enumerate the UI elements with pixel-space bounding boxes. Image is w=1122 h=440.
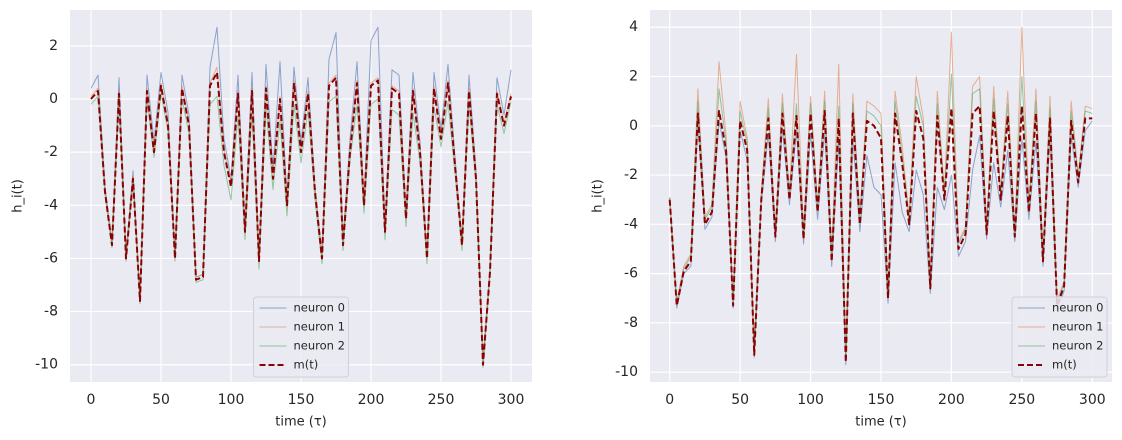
- legend-label: neuron 2: [1052, 339, 1103, 353]
- y-tick-label: -8: [624, 315, 638, 331]
- series-line: [90, 71, 512, 366]
- x-tick-label: 200: [938, 392, 965, 408]
- x-axis-label: time (τ): [275, 415, 326, 430]
- subplot: -10 -8 -6 -4 -2 0 2 4 0 50 100 150 200 250 300 time (τ)…: [591, 10, 1112, 430]
- x-tick-label: 100: [218, 392, 245, 408]
- x-tick-label: 50: [152, 392, 170, 408]
- x-tick-label: 150: [868, 392, 895, 408]
- y-tick-label: -2: [624, 167, 638, 183]
- legend-box: [1011, 296, 1108, 378]
- legend-label: neuron 0: [1052, 301, 1103, 315]
- y-tick-label: -4: [44, 197, 58, 213]
- x-axis-label: time (τ): [855, 415, 906, 430]
- x-tick-label: 0: [665, 392, 674, 408]
- y-tick-label: -2: [44, 144, 58, 160]
- legend: neuron 0 neuron 1 neuron 2 m(t): [253, 296, 349, 378]
- x-tick-label: 100: [797, 392, 824, 408]
- y-tick-label: -4: [624, 216, 638, 232]
- series-line: [90, 26, 512, 363]
- legend: neuron 0 neuron 1 neuron 2 m(t): [1011, 296, 1108, 378]
- y-tick-label: 4: [629, 19, 638, 35]
- y-tick-label: 0: [629, 118, 638, 134]
- y-tick-label: 2: [49, 38, 58, 54]
- y-tick-label: -10: [615, 364, 638, 380]
- y-tick-label: -6: [624, 266, 638, 282]
- series-line: [669, 73, 1093, 361]
- y-tick-label: -8: [44, 304, 58, 320]
- series-line: [90, 93, 512, 368]
- legend-label: neuron 0: [294, 301, 345, 315]
- legend-label: neuron 1: [1052, 320, 1103, 334]
- x-tick-label: 300: [498, 392, 525, 408]
- x-tick-label: 150: [288, 392, 315, 408]
- series-line: [669, 26, 1093, 358]
- x-tick-label: 250: [1008, 392, 1035, 408]
- legend-label: m(t): [1052, 358, 1077, 372]
- y-tick-label: -6: [44, 250, 58, 266]
- series-line: [669, 120, 1093, 366]
- y-axis-label: h_i(t): [11, 179, 26, 213]
- x-tick-label: 250: [428, 392, 455, 408]
- x-tick-label: 200: [358, 392, 385, 408]
- legend-label: neuron 1: [294, 320, 345, 334]
- x-tick-label: 50: [731, 392, 749, 408]
- x-tick-label: 0: [87, 392, 96, 408]
- y-axis-label: h_i(t): [591, 179, 606, 213]
- y-tick-label: 2: [629, 69, 638, 85]
- legend-label: neuron 2: [294, 339, 345, 353]
- legend-box: [253, 296, 349, 378]
- y-tick-label: -10: [35, 357, 58, 373]
- legend-label: m(t): [294, 358, 319, 372]
- subplot: -10 -8 -6 -4 -2 0 2 0 50 100 150 200 250 300 time (τ) h…: [11, 10, 532, 430]
- x-tick-label: 300: [1079, 392, 1106, 408]
- y-tick-label: 0: [49, 91, 58, 107]
